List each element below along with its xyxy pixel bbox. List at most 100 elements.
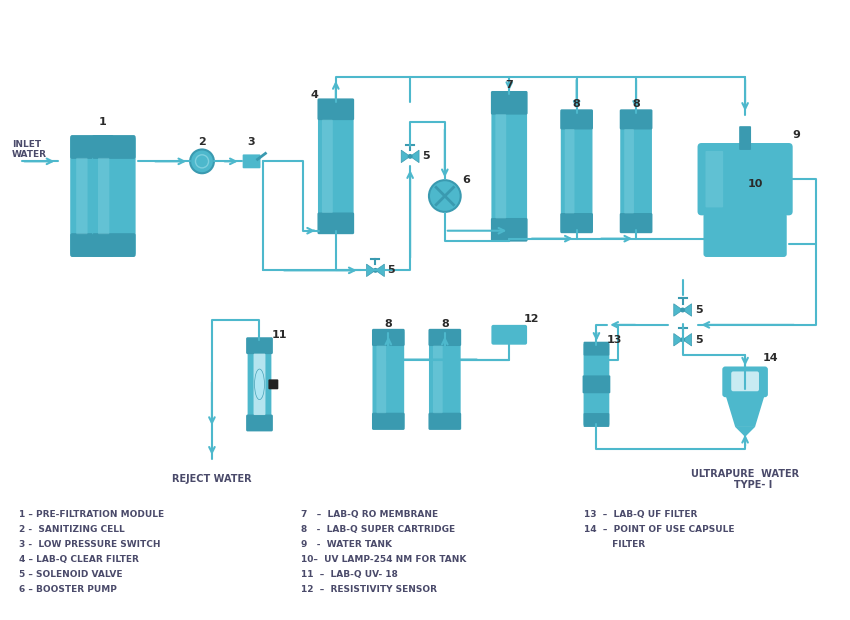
FancyBboxPatch shape <box>269 379 278 389</box>
Polygon shape <box>401 150 411 162</box>
Text: 1: 1 <box>99 117 107 126</box>
Text: 11: 11 <box>271 330 287 340</box>
FancyBboxPatch shape <box>491 325 527 345</box>
Text: 8: 8 <box>632 99 640 109</box>
FancyBboxPatch shape <box>620 213 653 233</box>
FancyBboxPatch shape <box>71 136 114 256</box>
Polygon shape <box>376 264 384 277</box>
FancyBboxPatch shape <box>496 114 507 218</box>
Text: 1 – PRE-FILTRATION MODULE: 1 – PRE-FILTRATION MODULE <box>19 510 164 519</box>
FancyBboxPatch shape <box>372 330 405 428</box>
FancyBboxPatch shape <box>92 136 136 256</box>
FancyBboxPatch shape <box>242 154 260 168</box>
Ellipse shape <box>254 369 264 399</box>
FancyBboxPatch shape <box>428 413 462 430</box>
Text: 8: 8 <box>441 319 449 329</box>
Text: 2: 2 <box>198 136 206 146</box>
Circle shape <box>373 268 378 273</box>
FancyBboxPatch shape <box>560 213 593 233</box>
FancyBboxPatch shape <box>582 375 610 393</box>
Text: 12  –  RESISTIVITY SENSOR: 12 – RESISTIVITY SENSOR <box>301 585 437 593</box>
Text: 8   -  LAB-Q SUPER CARTRIDGE: 8 - LAB-Q SUPER CARTRIDGE <box>301 525 456 534</box>
Polygon shape <box>725 394 765 427</box>
FancyBboxPatch shape <box>372 329 405 346</box>
Text: 6 – BOOSTER PUMP: 6 – BOOSTER PUMP <box>19 585 116 593</box>
Circle shape <box>408 154 412 159</box>
Text: 5 – SOLENOID VALVE: 5 – SOLENOID VALVE <box>19 570 122 578</box>
Text: 11  –  LAB-Q UV- 18: 11 – LAB-Q UV- 18 <box>301 570 398 578</box>
Circle shape <box>190 149 214 173</box>
FancyBboxPatch shape <box>491 218 528 242</box>
FancyBboxPatch shape <box>246 415 273 432</box>
FancyBboxPatch shape <box>584 342 609 356</box>
Text: 9: 9 <box>793 130 801 140</box>
Text: 5: 5 <box>388 265 395 275</box>
Text: 13: 13 <box>607 335 622 345</box>
FancyBboxPatch shape <box>722 366 768 397</box>
Text: ULTRAPURE  WATER
     TYPE- I: ULTRAPURE WATER TYPE- I <box>691 469 799 490</box>
Text: 8: 8 <box>384 319 392 329</box>
Text: INLET
WATER: INLET WATER <box>12 140 47 159</box>
FancyBboxPatch shape <box>246 337 273 354</box>
Text: 6: 6 <box>462 175 471 185</box>
FancyBboxPatch shape <box>98 158 110 234</box>
FancyBboxPatch shape <box>731 371 759 391</box>
FancyBboxPatch shape <box>706 151 723 208</box>
Polygon shape <box>683 334 692 346</box>
FancyBboxPatch shape <box>620 111 652 232</box>
FancyBboxPatch shape <box>428 329 462 346</box>
FancyBboxPatch shape <box>247 339 271 430</box>
Text: 14  –  POINT OF USE CAPSULE: 14 – POINT OF USE CAPSULE <box>584 525 734 534</box>
FancyBboxPatch shape <box>317 213 354 234</box>
Text: 4: 4 <box>310 90 318 100</box>
FancyBboxPatch shape <box>318 100 354 232</box>
FancyBboxPatch shape <box>377 345 386 413</box>
FancyBboxPatch shape <box>560 109 593 130</box>
Circle shape <box>680 337 685 342</box>
FancyBboxPatch shape <box>253 353 265 415</box>
Text: 10: 10 <box>747 179 762 189</box>
FancyBboxPatch shape <box>76 158 88 234</box>
FancyBboxPatch shape <box>491 92 527 240</box>
Text: 5: 5 <box>694 335 702 345</box>
Text: 9   -  WATER TANK: 9 - WATER TANK <box>301 540 392 549</box>
FancyBboxPatch shape <box>92 135 136 159</box>
FancyBboxPatch shape <box>704 213 787 257</box>
Text: 3 -  LOW PRESSURE SWITCH: 3 - LOW PRESSURE SWITCH <box>19 540 160 549</box>
FancyBboxPatch shape <box>317 99 354 120</box>
Text: 10–  UV LAMP-254 NM FOR TANK: 10– UV LAMP-254 NM FOR TANK <box>301 555 467 564</box>
Polygon shape <box>735 427 755 437</box>
Circle shape <box>680 308 685 312</box>
Text: 4 – LAB-Q CLEAR FILTER: 4 – LAB-Q CLEAR FILTER <box>19 555 139 564</box>
FancyBboxPatch shape <box>584 343 609 426</box>
FancyBboxPatch shape <box>491 91 528 115</box>
FancyBboxPatch shape <box>71 135 114 159</box>
Text: 8: 8 <box>573 99 581 109</box>
Text: REJECT WATER: REJECT WATER <box>172 474 252 484</box>
Text: 13  –  LAB-Q UF FILTER: 13 – LAB-Q UF FILTER <box>584 510 697 519</box>
Text: 7   –  LAB-Q RO MEMBRANE: 7 – LAB-Q RO MEMBRANE <box>301 510 439 519</box>
Polygon shape <box>366 264 376 277</box>
Polygon shape <box>674 334 683 346</box>
FancyBboxPatch shape <box>584 413 609 427</box>
FancyBboxPatch shape <box>620 109 653 130</box>
Polygon shape <box>411 150 419 162</box>
Text: 14: 14 <box>763 353 779 363</box>
FancyBboxPatch shape <box>322 120 333 213</box>
Circle shape <box>429 180 461 212</box>
Text: 3: 3 <box>247 136 255 146</box>
FancyBboxPatch shape <box>561 111 592 232</box>
Text: 5: 5 <box>422 151 430 161</box>
Polygon shape <box>674 304 683 316</box>
FancyBboxPatch shape <box>372 413 405 430</box>
FancyBboxPatch shape <box>429 330 461 428</box>
FancyBboxPatch shape <box>433 345 443 413</box>
FancyBboxPatch shape <box>72 143 133 157</box>
FancyBboxPatch shape <box>624 129 634 213</box>
Text: 2 -  SANITIZING CELL: 2 - SANITIZING CELL <box>19 525 124 534</box>
FancyBboxPatch shape <box>698 143 793 215</box>
FancyBboxPatch shape <box>564 129 575 213</box>
Polygon shape <box>683 304 692 316</box>
Text: FILTER: FILTER <box>584 540 644 549</box>
FancyBboxPatch shape <box>71 233 114 257</box>
